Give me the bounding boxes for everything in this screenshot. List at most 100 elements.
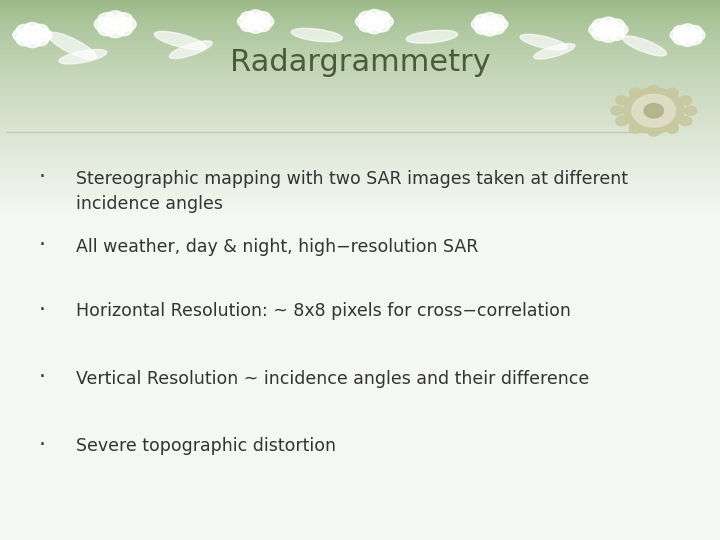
Circle shape — [482, 24, 498, 36]
Circle shape — [98, 22, 116, 36]
Bar — [0, 387, 720, 389]
Bar — [0, 174, 720, 177]
Bar — [0, 293, 720, 295]
Bar — [0, 247, 720, 248]
Bar — [0, 194, 720, 196]
Text: Radargrammetry: Radargrammetry — [230, 48, 490, 77]
Bar — [0, 286, 720, 288]
Bar — [0, 301, 720, 302]
Bar — [0, 23, 720, 25]
Circle shape — [248, 10, 264, 22]
Bar — [0, 515, 720, 517]
Bar — [0, 155, 720, 157]
Bar — [0, 58, 720, 59]
Bar — [0, 409, 720, 410]
Bar — [0, 390, 720, 393]
Bar — [0, 193, 720, 194]
Circle shape — [624, 88, 684, 133]
Bar — [0, 358, 720, 360]
Bar — [0, 196, 720, 198]
Circle shape — [106, 24, 125, 38]
Bar — [0, 448, 720, 450]
Bar — [0, 270, 720, 272]
Bar — [0, 147, 720, 150]
Bar — [0, 31, 720, 32]
Circle shape — [258, 16, 274, 28]
Bar — [0, 265, 720, 266]
Bar — [0, 471, 720, 474]
Bar — [0, 366, 720, 367]
Bar — [0, 103, 720, 104]
Bar — [0, 455, 720, 457]
Bar — [0, 464, 720, 466]
Bar — [0, 59, 720, 61]
Circle shape — [16, 33, 33, 46]
Bar — [0, 133, 720, 135]
Bar — [0, 123, 720, 124]
Bar — [0, 427, 720, 428]
Bar — [0, 336, 720, 339]
Bar — [0, 439, 720, 441]
Bar — [0, 131, 720, 133]
Text: ·: · — [38, 367, 45, 387]
Bar — [0, 39, 720, 42]
Circle shape — [680, 96, 692, 105]
Circle shape — [94, 17, 112, 31]
Circle shape — [27, 31, 38, 39]
Bar — [0, 12, 720, 15]
Bar — [0, 324, 720, 326]
Bar — [0, 137, 720, 139]
Circle shape — [109, 20, 121, 29]
Circle shape — [608, 19, 625, 32]
Bar — [0, 466, 720, 468]
Bar — [0, 191, 720, 193]
Circle shape — [98, 13, 116, 26]
Bar — [0, 414, 720, 416]
Bar — [0, 490, 720, 491]
Bar — [0, 4, 720, 5]
Bar — [0, 344, 720, 346]
Ellipse shape — [622, 36, 667, 56]
Bar — [0, 302, 720, 304]
Bar — [0, 288, 720, 290]
Bar — [0, 320, 720, 322]
Bar — [0, 410, 720, 412]
Bar — [0, 177, 720, 178]
Circle shape — [492, 18, 508, 30]
Circle shape — [374, 11, 390, 24]
Bar — [0, 504, 720, 506]
Bar — [0, 441, 720, 443]
Circle shape — [608, 28, 625, 40]
Ellipse shape — [520, 34, 567, 50]
Bar — [0, 376, 720, 378]
Bar — [0, 380, 720, 382]
Bar — [0, 479, 720, 481]
Bar — [0, 228, 720, 231]
Bar — [0, 50, 720, 52]
Bar — [0, 124, 720, 126]
Circle shape — [240, 12, 256, 23]
Bar — [0, 81, 720, 83]
Bar — [0, 432, 720, 434]
Bar — [0, 157, 720, 158]
Bar — [0, 36, 720, 38]
Bar — [0, 83, 720, 85]
Bar — [0, 65, 720, 66]
Bar — [0, 115, 720, 117]
Bar — [0, 38, 720, 39]
Bar — [0, 340, 720, 342]
Bar — [0, 227, 720, 228]
Bar — [0, 360, 720, 362]
Bar — [0, 18, 720, 20]
Bar — [0, 322, 720, 324]
Bar — [0, 389, 720, 390]
Bar — [0, 254, 720, 255]
Bar — [0, 189, 720, 191]
Circle shape — [673, 33, 688, 45]
Bar — [0, 16, 720, 18]
Bar — [0, 459, 720, 461]
Bar — [0, 524, 720, 525]
Ellipse shape — [534, 44, 575, 59]
Bar — [0, 374, 720, 376]
Bar — [0, 261, 720, 263]
